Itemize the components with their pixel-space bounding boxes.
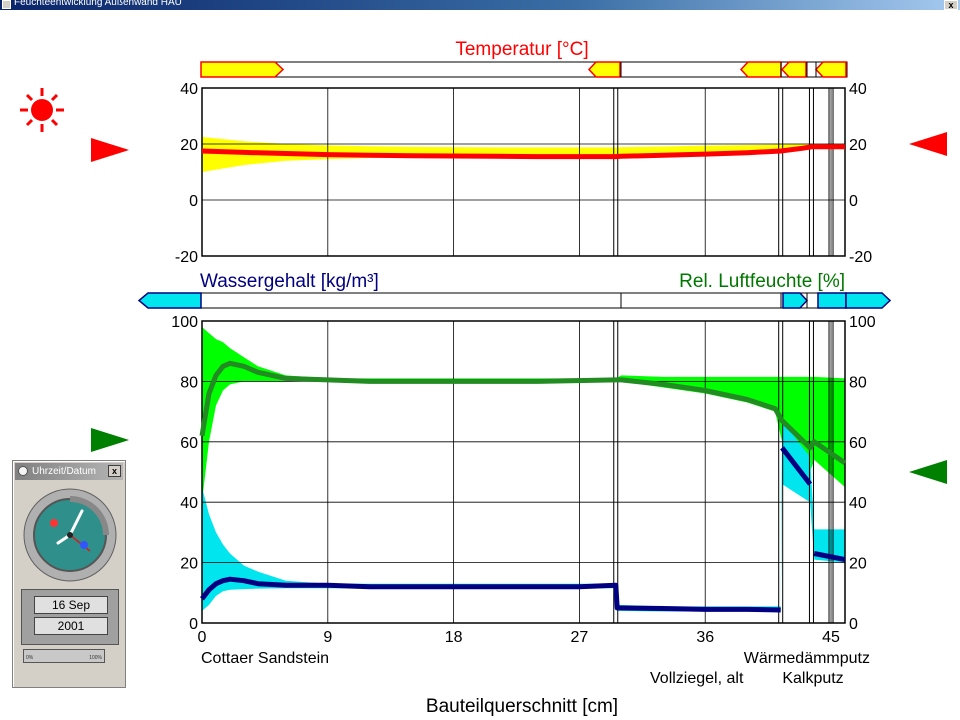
x-tick-label: 45: [822, 629, 840, 646]
temperature-title: Temperatur [°C]: [455, 39, 588, 60]
y-tick-label-left: 80: [180, 374, 198, 391]
y-tick-label-left: 40: [180, 81, 198, 98]
window-title: Feuchteentwicklung Außenwand HAU: [14, 0, 182, 8]
y-tick-label-right: 40: [849, 495, 867, 512]
y-tick-label-right: 80: [849, 374, 867, 391]
temperature-grid: [201, 87, 846, 257]
material-label-insulating-plaster: Wärmedämmputz: [744, 650, 870, 667]
date-display: 16 Sep 2001: [21, 589, 119, 645]
temperature-panel: Temperatur [°C] 40 40 20 20 0 0 -20 -20: [175, 39, 872, 266]
y-tick-label-left: 40: [180, 495, 198, 512]
window-close-button[interactable]: x: [944, 0, 958, 10]
arrow-left-icon: [909, 460, 947, 484]
arrow-right-icon: [91, 428, 129, 452]
widget-close-button[interactable]: x: [108, 465, 121, 477]
temperature-layer-bar: [200, 61, 848, 78]
date-year: 2001: [34, 617, 108, 635]
widget-title-bar[interactable]: Uhrzeit/Datum x: [15, 463, 123, 480]
material-label-brick: Vollziegel, alt: [650, 670, 744, 687]
arrow-right-icon: [91, 138, 129, 162]
heat-flow-marker: [587, 61, 621, 78]
analog-clock: [23, 488, 117, 582]
y-tick-label-left: 0: [189, 193, 198, 210]
widget-title: Uhrzeit/Datum: [32, 466, 96, 477]
y-tick-label-right: 60: [849, 435, 867, 452]
y-tick-label-left: -20: [175, 249, 198, 266]
clock-date-widget[interactable]: Uhrzeit/Datum x 16 Sep 2001 0% 100%: [12, 460, 126, 688]
moisture-band-area: [202, 327, 845, 612]
y-tick-label-right: 20: [849, 137, 867, 154]
moisture-lines: [199, 360, 847, 613]
series-band: [202, 327, 845, 503]
arrow-left-icon: [909, 132, 947, 156]
clock-icon: [18, 466, 28, 476]
x-axis-title: Bauteilquerschnitt [cm]: [426, 696, 618, 717]
y-tick-label-left: 20: [180, 137, 198, 154]
moisture-flow-marker: [782, 292, 809, 309]
moisture-flow-marker: [137, 292, 202, 309]
water-content-title: Wassergehalt [kg/m³]: [200, 271, 379, 292]
y-tick-label-right: 100: [849, 314, 876, 331]
heat-flow-marker: [200, 61, 285, 78]
app-icon: [2, 0, 11, 9]
material-label-sandstone: Cottaer Sandstein: [201, 650, 329, 667]
y-tick-label-right: 0: [849, 193, 858, 210]
heat-flow-marker: [814, 61, 847, 78]
x-tick-label: 27: [571, 629, 589, 646]
y-tick-label-right: -20: [849, 249, 872, 266]
y-tick-label-left: 20: [180, 556, 198, 573]
title-bar: Feuchteentwicklung Außenwand HAU x: [0, 0, 960, 10]
y-tick-label-right: 0: [849, 616, 858, 633]
plot-frame: [201, 320, 846, 624]
x-tick-label: 36: [696, 629, 714, 646]
temperature-lines: [201, 144, 845, 160]
moisture-panel: Wassergehalt [kg/m³] Rel. Luftfeuchte [%…: [137, 271, 892, 646]
progress-max-label: 100%: [89, 655, 102, 661]
moisture-layer-bar: [137, 292, 892, 309]
material-label-lime-plaster: Kalkputz: [782, 670, 843, 687]
series-line-temperatur: [201, 144, 845, 160]
y-tick-label-left: 60: [180, 435, 198, 452]
moisture-flow-marker: [845, 292, 892, 309]
layer-bar-outline: [147, 292, 883, 309]
sun-icon: [20, 88, 64, 132]
humidity-title: Rel. Luftfeuchte [%]: [679, 271, 845, 292]
date-day: 16 Sep: [34, 596, 108, 614]
time-progress-bar: 0% 100%: [23, 649, 105, 663]
x-tick-label: 18: [445, 629, 463, 646]
y-tick-label-right: 40: [849, 81, 867, 98]
heat-flow-marker: [780, 61, 807, 78]
y-tick-label-right: 20: [849, 556, 867, 573]
temperature-tick-labels: 40 40 20 20 0 0 -20 -20: [175, 81, 872, 266]
progress-min-label: 0%: [26, 655, 34, 661]
heat-flow-marker: [739, 61, 782, 78]
series-line-wassergehalt: [200, 446, 846, 613]
moisture-grid: [201, 320, 846, 624]
y-tick-label-left: 100: [171, 314, 198, 331]
y-tick-label-left: 0: [189, 616, 198, 633]
x-tick-label: 9: [323, 629, 332, 646]
plot-frame: [201, 87, 846, 257]
x-tick-label: 0: [198, 629, 207, 646]
series-line-rel-luftfeuchte: [199, 360, 847, 465]
moisture-flow-marker: [817, 292, 847, 309]
